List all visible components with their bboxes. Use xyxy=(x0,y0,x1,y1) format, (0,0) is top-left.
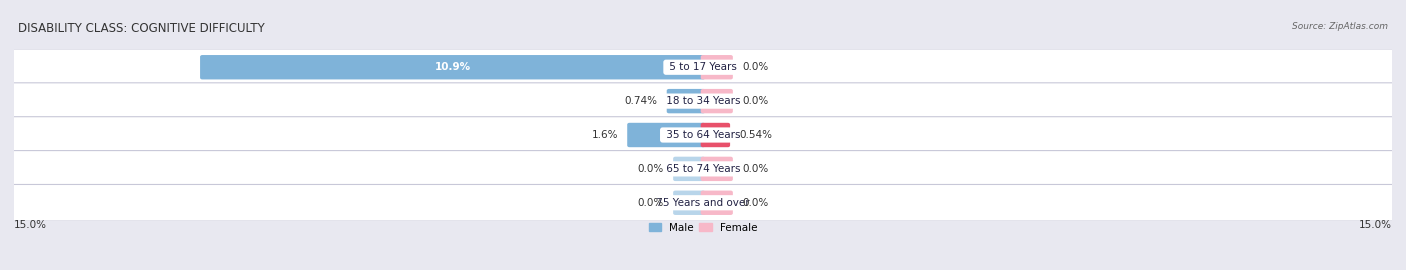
FancyBboxPatch shape xyxy=(7,184,1399,221)
Text: 0.54%: 0.54% xyxy=(740,130,772,140)
Text: 65 to 74 Years: 65 to 74 Years xyxy=(662,164,744,174)
FancyBboxPatch shape xyxy=(700,123,730,147)
Text: 1.6%: 1.6% xyxy=(592,130,619,140)
FancyBboxPatch shape xyxy=(673,157,706,181)
Text: 5 to 17 Years: 5 to 17 Years xyxy=(666,62,740,72)
Text: 0.0%: 0.0% xyxy=(742,96,768,106)
Text: 0.0%: 0.0% xyxy=(638,164,664,174)
FancyBboxPatch shape xyxy=(673,191,706,215)
Text: 0.0%: 0.0% xyxy=(742,198,768,208)
FancyBboxPatch shape xyxy=(700,55,733,79)
Text: 0.0%: 0.0% xyxy=(742,62,768,72)
Text: Source: ZipAtlas.com: Source: ZipAtlas.com xyxy=(1292,22,1388,31)
FancyBboxPatch shape xyxy=(7,151,1399,187)
Text: 10.9%: 10.9% xyxy=(434,62,471,72)
Text: 18 to 34 Years: 18 to 34 Years xyxy=(662,96,744,106)
Text: 0.0%: 0.0% xyxy=(638,198,664,208)
Text: 0.0%: 0.0% xyxy=(742,164,768,174)
FancyBboxPatch shape xyxy=(666,89,706,113)
Text: 35 to 64 Years: 35 to 64 Years xyxy=(662,130,744,140)
FancyBboxPatch shape xyxy=(700,89,733,113)
Text: 0.74%: 0.74% xyxy=(624,96,658,106)
Text: 15.0%: 15.0% xyxy=(14,220,46,230)
FancyBboxPatch shape xyxy=(7,49,1399,86)
FancyBboxPatch shape xyxy=(700,191,733,215)
FancyBboxPatch shape xyxy=(700,157,733,181)
Text: 75 Years and over: 75 Years and over xyxy=(652,198,754,208)
FancyBboxPatch shape xyxy=(200,55,706,79)
Text: DISABILITY CLASS: COGNITIVE DIFFICULTY: DISABILITY CLASS: COGNITIVE DIFFICULTY xyxy=(18,22,264,35)
Text: 15.0%: 15.0% xyxy=(1360,220,1392,230)
Legend: Male, Female: Male, Female xyxy=(644,219,762,237)
FancyBboxPatch shape xyxy=(627,123,706,147)
FancyBboxPatch shape xyxy=(7,83,1399,119)
FancyBboxPatch shape xyxy=(7,117,1399,153)
